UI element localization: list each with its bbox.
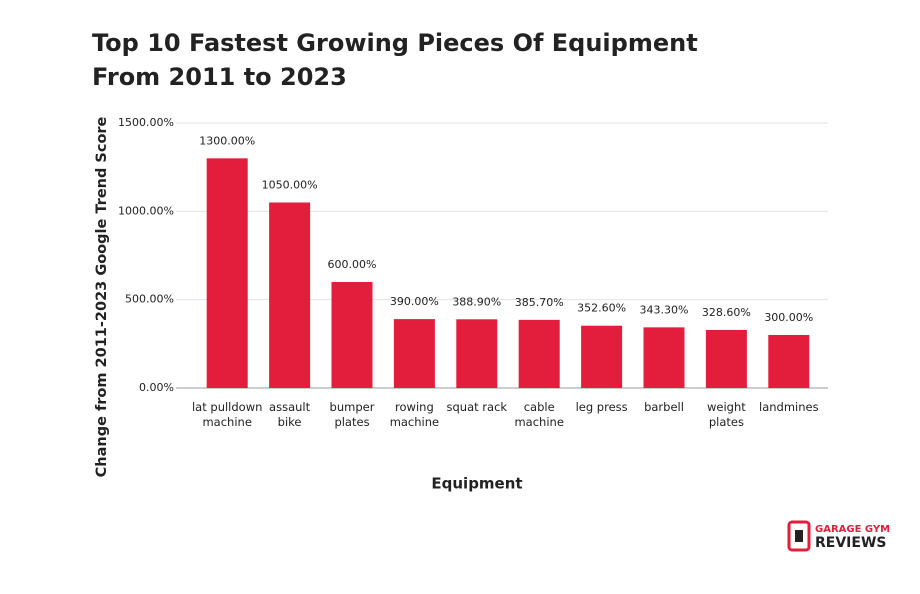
value-label: 328.60% [702, 306, 751, 319]
bar [518, 319, 560, 388]
x-tick-label-line: assault [269, 400, 311, 414]
logo-icon [787, 520, 811, 552]
value-label: 385.70% [515, 296, 564, 309]
value-label: 1300.00% [199, 134, 255, 147]
chart-title: Top 10 Fastest Growing Pieces Of Equipme… [92, 29, 698, 57]
x-tick-label: barbell [644, 400, 684, 414]
bar [393, 319, 435, 388]
bar [768, 335, 810, 388]
x-tick-label: assault bike [269, 400, 311, 429]
bar [705, 329, 747, 388]
bar [456, 319, 498, 388]
x-tick-label-line: landmines [759, 400, 819, 414]
x-tick-label-line: cable [524, 400, 555, 414]
bar [643, 327, 685, 388]
x-tick-label-line: leg press [576, 400, 628, 414]
logo-icon [795, 530, 803, 542]
x-tick-label: bumper plates [330, 400, 375, 429]
x-tick-label: rowing machine [390, 400, 439, 429]
bar [269, 202, 311, 388]
logo: GARAGE GYM REVIEWS [787, 520, 890, 552]
x-tick-label-line: bike [278, 415, 302, 429]
value-label: 300.00% [764, 311, 813, 324]
x-tick-label-line: squat rack [447, 400, 508, 414]
y-tick-label: 1000.00% [118, 204, 174, 217]
x-tick-label: landmines [759, 400, 819, 414]
x-tick-label-line: machine [390, 415, 439, 429]
value-label: 388.90% [452, 295, 501, 308]
value-label: 390.00% [390, 295, 439, 308]
x-tick-label-line: machine [514, 415, 563, 429]
y-axis-label: Change from 2011-2023 Google Trend Score [94, 116, 110, 477]
x-tick-label: squat rack [447, 400, 508, 414]
x-tick-label-line: barbell [644, 400, 684, 414]
bar [331, 282, 373, 388]
y-tick-label: 1500.00% [118, 116, 174, 129]
logo-text: GARAGE GYM [815, 524, 890, 535]
value-label: 352.60% [577, 302, 626, 315]
x-tick-label: weight plates [707, 400, 746, 429]
x-tick-label-line: plates [334, 415, 369, 429]
x-tick-label-line: rowing [395, 400, 434, 414]
x-tick-label: leg press [576, 400, 628, 414]
x-tick-label-line: plates [709, 415, 744, 429]
logo-text: REVIEWS [815, 535, 886, 551]
x-tick-label-line: weight [707, 400, 746, 414]
x-tick-label: lat pulldown machine [192, 400, 262, 429]
value-label: 343.30% [640, 303, 689, 316]
x-tick-label: cable machine [514, 400, 563, 429]
value-label: 1050.00% [262, 179, 318, 192]
chart-title: From 2011 to 2023 [92, 63, 347, 91]
x-axis-label: Equipment [431, 475, 522, 493]
y-tick-label: 0.00% [139, 381, 174, 394]
x-tick-label-line: bumper [330, 400, 375, 414]
bar [206, 158, 248, 388]
y-tick-label: 500.00% [125, 293, 174, 306]
x-tick-label-line: machine [202, 415, 251, 429]
value-label: 600.00% [328, 258, 377, 271]
x-tick-label-line: lat pulldown [192, 400, 262, 414]
bar [581, 325, 623, 388]
